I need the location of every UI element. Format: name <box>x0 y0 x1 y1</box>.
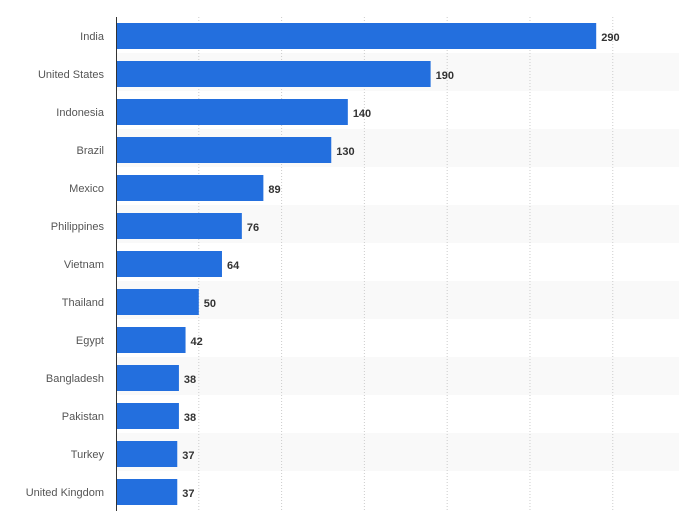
data-label: 76 <box>247 222 259 234</box>
data-label: 290 <box>601 32 619 44</box>
data-label: 37 <box>182 450 194 462</box>
bar-bangladesh <box>116 365 179 391</box>
category-label: Vietnam <box>64 259 104 271</box>
category-label: Philippines <box>51 221 105 233</box>
category-label: India <box>80 31 105 43</box>
bar-brazil <box>116 137 332 163</box>
category-label: Bangladesh <box>46 373 104 385</box>
row-band <box>116 281 679 319</box>
data-label: 190 <box>436 70 454 82</box>
category-label: Thailand <box>62 297 104 309</box>
bar-united-kingdom <box>116 479 178 505</box>
data-label: 42 <box>191 336 203 348</box>
data-label: 89 <box>268 184 280 196</box>
data-label: 37 <box>182 488 194 500</box>
bar-turkey <box>116 441 178 467</box>
row-band <box>116 433 679 471</box>
data-label: 38 <box>184 412 196 424</box>
category-label: Mexico <box>69 183 104 195</box>
bar-united-states <box>116 61 431 87</box>
bar-philippines <box>116 213 242 239</box>
data-label: 38 <box>184 374 196 386</box>
row-band <box>116 357 679 395</box>
data-label: 140 <box>353 108 371 120</box>
bar-india <box>116 23 597 49</box>
bar-pakistan <box>116 403 179 429</box>
bar-mexico <box>116 175 264 201</box>
category-label: United States <box>38 69 105 81</box>
data-label: 130 <box>336 146 354 158</box>
bar-vietnam <box>116 251 222 277</box>
category-label: Egypt <box>76 335 104 347</box>
data-label: 50 <box>204 298 216 310</box>
bar-egypt <box>116 327 186 353</box>
category-label: Indonesia <box>56 107 105 119</box>
category-label: Turkey <box>71 449 105 461</box>
category-label: Pakistan <box>62 411 104 423</box>
category-label: United Kingdom <box>26 487 104 499</box>
bar-indonesia <box>116 99 348 125</box>
data-label: 64 <box>227 260 240 272</box>
category-label: Brazil <box>76 145 104 157</box>
bar-thailand <box>116 289 199 315</box>
